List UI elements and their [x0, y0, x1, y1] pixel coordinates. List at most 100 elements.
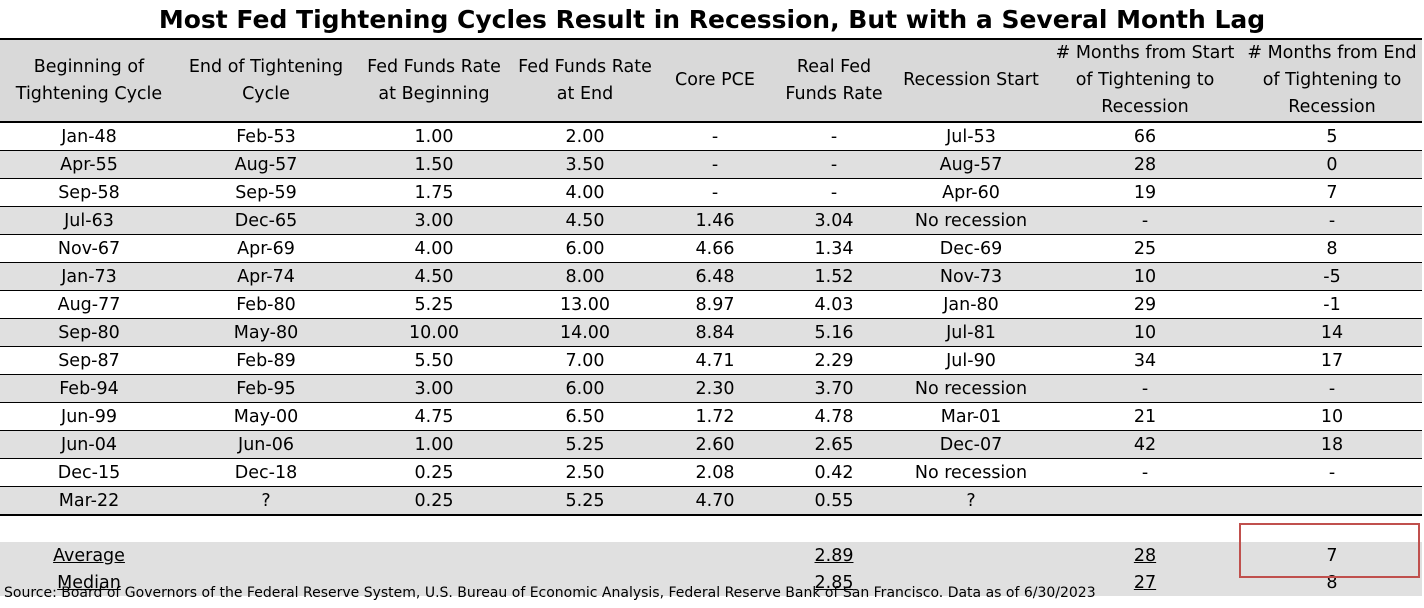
table-cell: 2.00: [514, 122, 656, 151]
table-cell: 4.50: [354, 262, 514, 291]
table-row: Jan-48 Feb-53 1.00 2.00- - Jul-53 66 5: [0, 122, 1422, 151]
table-cell: May-80: [178, 318, 354, 347]
table-cell: 10: [1048, 262, 1242, 291]
table-cell: 0.25: [354, 486, 514, 516]
table-cell: 0.42: [774, 458, 894, 487]
table-cell: 13.00: [514, 290, 656, 319]
table-cell: 6.00: [514, 234, 656, 263]
table-cell: 2.50: [514, 458, 656, 487]
table-cell: Nov-67: [0, 234, 178, 263]
table-cell: 66: [1048, 122, 1242, 151]
table-cell: 18: [1242, 430, 1422, 459]
column-header: Fed Funds Rate at End: [514, 38, 656, 123]
table-cell: May-00: [178, 402, 354, 431]
table-cell: 8: [1242, 234, 1422, 263]
table-cell: 4.03: [774, 290, 894, 319]
summary-label: Average: [53, 545, 125, 566]
column-header: Beginning of Tightening Cycle: [0, 38, 178, 123]
table-row: Aug-77 Feb-80 5.25 13.00 8.97 4.03 Jan-80 29 -1: [0, 290, 1422, 319]
table-cell: Dec-18: [178, 458, 354, 487]
table-cell: Jul-63: [0, 206, 178, 235]
table-cell: 19: [1048, 178, 1242, 207]
column-header: Fed Funds Rate at Beginning: [354, 38, 514, 123]
table-row: Sep-87 Feb-89 5.50 7.00 4.71 2.29 Jul-90 34 17: [0, 346, 1422, 375]
table-cell: No recession: [894, 206, 1048, 235]
table-cell: 3.00: [354, 206, 514, 235]
empty-cell: [514, 569, 656, 596]
table-cell: Feb-89: [178, 346, 354, 375]
table-cell: -: [1242, 374, 1422, 403]
empty-cell: [178, 542, 354, 569]
page-title: Most Fed Tightening Cycles Result in Rec…: [158, 5, 1266, 34]
table-cell: ?: [178, 486, 354, 516]
table-cell: 5.25: [514, 486, 656, 516]
table-cell: -: [1242, 458, 1422, 487]
empty-cell: [656, 542, 774, 569]
summary-cell: 2.85: [774, 569, 894, 596]
table-row: Dec-15 Dec-18 0.25 2.50 2.08 0.42 No recession…: [0, 458, 1422, 487]
table-cell: Mar-22: [0, 486, 178, 516]
table-cell: Aug-57: [178, 150, 354, 179]
summary-body: Average 2.89 28 7 Median 2.85 27 8: [0, 542, 1422, 596]
table-cell: 2.65: [774, 430, 894, 459]
table-cell: Feb-95: [178, 374, 354, 403]
table-cell: 2.08: [656, 458, 774, 487]
table-cell: 1.46: [656, 206, 774, 235]
table-cell: Dec-65: [178, 206, 354, 235]
table-row: Nov-67 Apr-69 4.00 6.00 4.66 1.34 Dec-69 25 8: [0, 234, 1422, 263]
empty-cell: [354, 542, 514, 569]
summary-label: Median: [57, 572, 121, 593]
table-cell: -: [656, 178, 774, 207]
table-cell: 4.00: [514, 178, 656, 207]
empty-cell: [656, 569, 774, 596]
table-cell: Mar-01: [894, 402, 1048, 431]
table-cell: 42: [1048, 430, 1242, 459]
column-header: # Months from End of Tightening to Reces…: [1242, 38, 1422, 123]
table-cell: Dec-15: [0, 458, 178, 487]
table-cell: 1.75: [354, 178, 514, 207]
table-cell: 7.00: [514, 346, 656, 375]
table-cell: 14.00: [514, 318, 656, 347]
table-cell: Sep-58: [0, 178, 178, 207]
summary-cell: 8: [1242, 569, 1422, 596]
table-cell: -1: [1242, 290, 1422, 319]
table-cell: 5.25: [354, 290, 514, 319]
summary-cell: Median: [0, 569, 178, 596]
table-cell: [1048, 486, 1242, 516]
table-cell: -: [774, 178, 894, 207]
table-cell: 14: [1242, 318, 1422, 347]
table-cell: 3.04: [774, 206, 894, 235]
table-cell: 4.71: [656, 346, 774, 375]
header-row: Beginning of Tightening Cycle End of Tig…: [0, 38, 1422, 123]
table-cell: Dec-69: [894, 234, 1048, 263]
table-cell: 5.50: [354, 346, 514, 375]
table-cell: 7: [1242, 178, 1422, 207]
table-cell: 28: [1048, 150, 1242, 179]
table-row: Jun-99 May-00 4.75 6.50 1.72 4.78 Mar-01 21 10: [0, 402, 1422, 431]
table-cell: [1242, 486, 1422, 516]
table-cell: -: [1048, 458, 1242, 487]
table-cell: 5.16: [774, 318, 894, 347]
table-row: Sep-80 May-80 10.00 14.00 8.84 5.16 Jul-81 10 14: [0, 318, 1422, 347]
table-cell: No recession: [894, 458, 1048, 487]
table-cell: -: [774, 122, 894, 151]
table-cell: 1.00: [354, 122, 514, 151]
table-cell: Jun-06: [178, 430, 354, 459]
table-cell: 6.48: [656, 262, 774, 291]
table-cell: 4.75: [354, 402, 514, 431]
table-cell: 6.00: [514, 374, 656, 403]
column-header: # Months from Start of Tightening to Rec…: [1048, 38, 1242, 123]
table-row: Sep-58 Sep-59 1.75 4.00- - Apr-60 19 7: [0, 178, 1422, 207]
table-body: Jan-48 Feb-53 1.00 2.00- - Jul-53 66 5 Apr-55 Aug…: [0, 122, 1422, 516]
table-cell: 10: [1048, 318, 1242, 347]
table-cell: 2.29: [774, 346, 894, 375]
table-cell: 3.70: [774, 374, 894, 403]
summary-cell: 28: [1048, 542, 1242, 569]
table-cell: 3.00: [354, 374, 514, 403]
table-cell: 34: [1048, 346, 1242, 375]
table-cell: Jan-80: [894, 290, 1048, 319]
table-cell: 0.55: [774, 486, 894, 516]
summary-cell: 7: [1242, 542, 1422, 569]
table-cell: Jul-90: [894, 346, 1048, 375]
table-cell: Sep-80: [0, 318, 178, 347]
